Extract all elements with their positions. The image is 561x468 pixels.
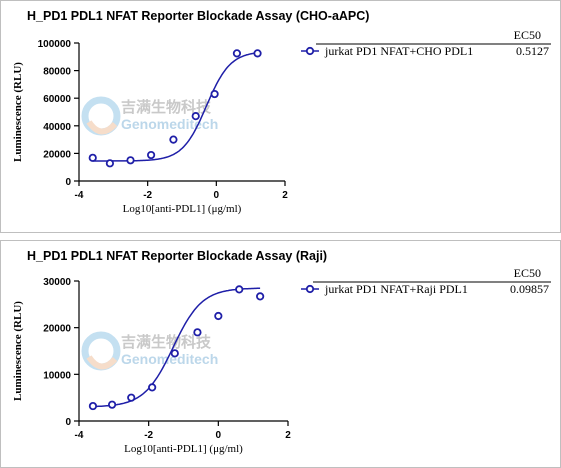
y-tick-label: 20000 [43, 324, 71, 335]
data-point [214, 311, 223, 321]
watermark-en-text: Genomeditech [121, 116, 218, 132]
x-tick-label: -4 [75, 430, 84, 441]
x-tick-label: 2 [285, 430, 291, 441]
watermark-swoosh-icon [86, 355, 118, 370]
y-axis-label: Luminescence (RLU) [12, 62, 24, 162]
data-point [107, 400, 117, 409]
watermark-circle-icon [81, 331, 121, 371]
legend-ec50-value: 0.09857 [510, 282, 549, 296]
y-axis-label: Luminescence (RLU) [12, 301, 24, 401]
watermark-cn-text: 吉满生物科技 [121, 333, 212, 351]
watermark-cn-text: 吉满生物科技 [121, 98, 212, 116]
chart-title: H_PD1 PDL1 NFAT Reporter Blockade Assay … [27, 249, 328, 263]
data-point [253, 49, 262, 58]
x-tick-label: -4 [75, 190, 84, 201]
data-point [127, 393, 136, 402]
x-tick-label: 2 [282, 190, 288, 201]
data-point [210, 89, 219, 99]
legend-series-name: jurkat PD1 NFAT+CHO PDL1 [324, 44, 473, 58]
y-tick-label: 20000 [43, 149, 71, 160]
y-tick-label: 40000 [43, 122, 71, 133]
legend-marker [305, 46, 315, 56]
legend-header: EC50 [514, 28, 541, 42]
data-point [148, 383, 157, 392]
data-point [193, 328, 202, 337]
data-point [147, 150, 156, 160]
x-tick-label: -2 [143, 190, 152, 201]
y-tick-label: 80000 [43, 67, 71, 78]
watermark-swoosh-icon [86, 120, 118, 135]
watermark-logo [81, 96, 121, 136]
data-point [256, 292, 265, 301]
watermark-logo [81, 331, 121, 371]
watermark-en-text: Genomeditech [121, 351, 218, 367]
y-tick-label: 0 [65, 417, 71, 428]
x-tick-label: 0 [216, 430, 222, 441]
data-point [235, 285, 244, 294]
y-tick-label: 30000 [43, 277, 71, 288]
watermark-circle-icon [81, 96, 121, 136]
y-tick-label: 60000 [43, 94, 71, 105]
y-tick-label: 10000 [43, 370, 71, 381]
fit-curve [92, 52, 258, 162]
chart-panel-cho: H_PD1 PDL1 NFAT Reporter Blockade Assay … [0, 0, 561, 233]
legend-ec50-value: 0.5127 [516, 44, 549, 58]
x-axis-label: Log10[anti-PDL1] (μg/ml) [124, 443, 243, 455]
y-tick-label: 100000 [38, 39, 72, 50]
y-tick-label: 0 [65, 177, 71, 188]
data-point [232, 49, 242, 58]
chart-panel-raji: H_PD1 PDL1 NFAT Reporter Blockade Assay … [0, 240, 561, 468]
x-tick-label: -2 [144, 430, 153, 441]
data-point [169, 135, 178, 144]
x-axis-label: Log10[anti-PDL1] (μg/ml) [123, 203, 242, 215]
data-point [105, 159, 115, 168]
chart-title: H_PD1 PDL1 NFAT Reporter Blockade Assay … [27, 9, 370, 23]
x-tick-label: 0 [214, 190, 220, 201]
legend-marker [305, 284, 315, 294]
data-point [126, 156, 135, 165]
legend-header: EC50 [514, 266, 541, 280]
fit-curve [92, 287, 261, 408]
data-point [88, 401, 98, 411]
legend-series-name: jurkat PD1 NFAT+Raji PDL1 [324, 282, 468, 296]
data-point [170, 349, 179, 358]
data-point [88, 153, 97, 162]
data-point [191, 112, 200, 121]
